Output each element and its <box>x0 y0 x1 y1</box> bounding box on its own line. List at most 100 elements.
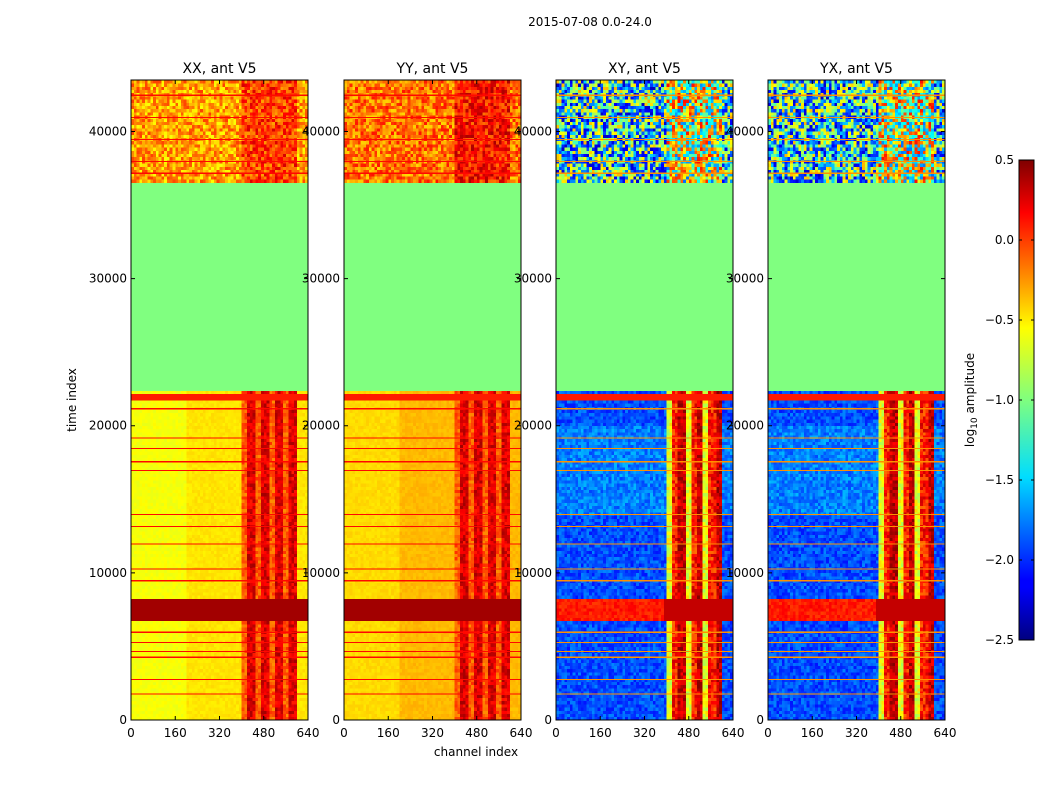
heatmap-cell <box>242 688 245 692</box>
heatmap-cell <box>139 582 142 586</box>
heatmap-cell <box>222 557 225 561</box>
heatmap-cell <box>159 611 162 615</box>
heatmap-cell <box>289 637 292 641</box>
heatmap-cell <box>283 682 286 686</box>
heatmap-cell <box>167 704 170 708</box>
heatmap-cell <box>156 496 159 500</box>
heatmap-cell <box>220 531 223 535</box>
heatmap-cell <box>264 531 267 535</box>
heatmap-cell <box>283 483 286 487</box>
heatmap-cell <box>206 576 209 580</box>
heatmap-cell <box>225 570 228 574</box>
heatmap-cell <box>225 627 228 631</box>
heatmap-cell <box>192 496 195 500</box>
heatmap-cell <box>258 474 261 478</box>
heatmap-cell <box>302 704 305 708</box>
heatmap-cell <box>148 480 151 484</box>
heatmap-cell <box>250 602 253 606</box>
heatmap-cell <box>297 701 300 705</box>
heatmap-cell <box>181 675 184 679</box>
heatmap-cell <box>175 611 178 615</box>
heatmap-cell <box>186 714 189 718</box>
heatmap-cell <box>172 685 175 689</box>
heatmap-cell <box>291 534 294 538</box>
heatmap-cell <box>222 518 225 522</box>
heatmap-cell <box>264 490 267 494</box>
heatmap-cell <box>214 509 217 513</box>
heatmap-cell <box>175 547 178 551</box>
heatmap-cell <box>167 592 170 596</box>
heatmap-cell <box>195 586 198 590</box>
heatmap-cell <box>156 666 159 670</box>
heatmap-cell <box>167 528 170 532</box>
heatmap-cell <box>258 595 261 599</box>
heatmap-cell <box>164 675 167 679</box>
heatmap-cell <box>244 608 247 612</box>
heatmap-cell <box>189 675 192 679</box>
heatmap-cell <box>211 515 214 519</box>
heatmap-cell <box>195 490 198 494</box>
heatmap-cell <box>172 704 175 708</box>
heatmap-cell <box>236 515 239 519</box>
heatmap-cell <box>269 598 272 602</box>
heatmap-cell <box>175 618 178 622</box>
heatmap-cell <box>167 589 170 593</box>
heatmap-cell <box>294 614 297 618</box>
heatmap-cell <box>150 710 153 714</box>
heatmap-cell <box>267 672 270 676</box>
heatmap-cell <box>261 659 264 663</box>
heatmap-cell <box>145 598 148 602</box>
heatmap-cell <box>137 688 140 692</box>
heatmap-cell <box>189 698 192 702</box>
heatmap-cell <box>137 704 140 708</box>
heatmap-cell <box>156 707 159 711</box>
heatmap-cell <box>206 662 209 666</box>
heatmap-cell <box>208 554 211 558</box>
heatmap-cell <box>148 627 151 631</box>
heatmap-cell <box>275 483 278 487</box>
heatmap-cell <box>184 506 187 510</box>
heatmap-cell <box>272 714 275 718</box>
heatmap-cell <box>244 627 247 631</box>
heatmap-cell <box>211 586 214 590</box>
heatmap-cell <box>225 576 228 580</box>
heatmap-cell <box>139 621 142 625</box>
heatmap-cell <box>302 554 305 558</box>
heatmap-cell <box>278 522 281 526</box>
heatmap-cell <box>225 714 228 718</box>
heatmap-cell <box>148 509 151 513</box>
heatmap-cell <box>261 576 264 580</box>
heatmap-cell <box>291 685 294 689</box>
heatmap-cell <box>283 598 286 602</box>
heatmap-cell <box>139 474 142 478</box>
heatmap-cell <box>302 592 305 596</box>
heatmap-cell <box>172 669 175 673</box>
heatmap-cell <box>302 589 305 593</box>
heatmap-cell <box>231 688 234 692</box>
heatmap-cell <box>208 528 211 532</box>
heatmap-cell <box>253 701 256 705</box>
heatmap-cell <box>189 496 192 500</box>
heatmap-cell <box>228 573 231 577</box>
heatmap-cell <box>134 611 137 615</box>
heatmap-cell <box>278 586 281 590</box>
heatmap-cell <box>242 496 245 500</box>
heatmap-cell <box>195 573 198 577</box>
heatmap-cell <box>184 611 187 615</box>
heatmap-cell <box>217 624 220 628</box>
heatmap-cell <box>291 531 294 535</box>
heatmap-cell <box>217 605 220 609</box>
heatmap-cell <box>231 714 234 718</box>
heatmap-cell <box>178 682 181 686</box>
heatmap-cell <box>275 582 278 586</box>
heatmap-cell <box>192 531 195 535</box>
heatmap-cell <box>200 598 203 602</box>
heatmap-cell <box>164 701 167 705</box>
heatmap-cell <box>181 643 184 647</box>
heatmap-cell <box>233 598 236 602</box>
heatmap-cell <box>220 538 223 542</box>
heatmap-cell <box>178 499 181 503</box>
heatmap-cell <box>269 480 272 484</box>
heatmap-cell <box>220 710 223 714</box>
heatmap-cell <box>142 675 145 679</box>
